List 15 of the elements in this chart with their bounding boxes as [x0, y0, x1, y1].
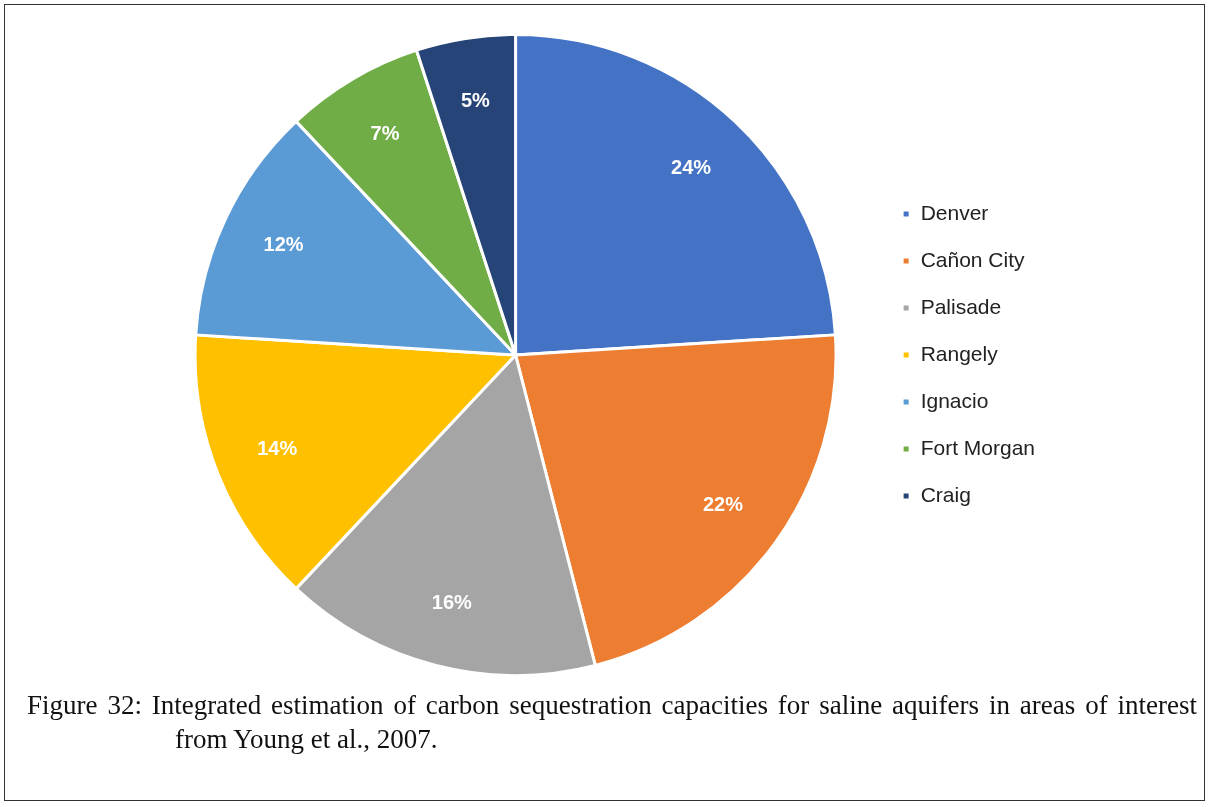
- legend-label: Fort Morgan: [920, 435, 1035, 459]
- data-label: 22%: [702, 493, 744, 516]
- legend-label: Denver: [920, 200, 989, 224]
- legend-label: Palisade: [920, 294, 1002, 318]
- legend-label: Cañon City: [920, 247, 1026, 271]
- data-label: 12%: [263, 233, 304, 256]
- legend-label: Rangely: [920, 341, 999, 365]
- legend-label: Ignacio: [920, 388, 989, 412]
- data-label: 14%: [257, 436, 298, 459]
- data-label: 5%: [461, 89, 491, 112]
- caption: Figure 32: Integrated estimation of carbon sequestration capacities for saline aquifers in areas of interest from Young et al., 2007.: [27, 689, 1197, 756]
- data-label: 16%: [431, 590, 473, 613]
- data-label: 7%: [370, 121, 400, 144]
- legend-label: Craig: [920, 482, 971, 506]
- data-label: 24%: [671, 155, 712, 178]
